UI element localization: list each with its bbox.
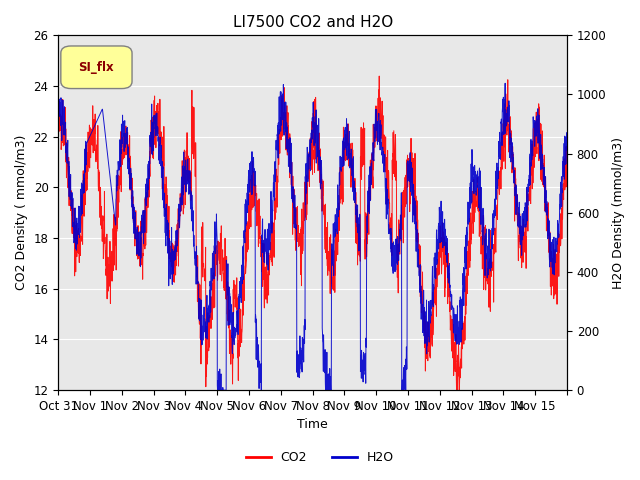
- Title: LI7500 CO2 and H2O: LI7500 CO2 and H2O: [232, 15, 393, 30]
- Legend: CO2, H2O: CO2, H2O: [241, 446, 399, 469]
- FancyBboxPatch shape: [61, 46, 132, 88]
- Y-axis label: H2O Density (mmol/m3): H2O Density (mmol/m3): [612, 137, 625, 289]
- Text: SI_flx: SI_flx: [79, 61, 115, 74]
- Y-axis label: CO2 Density ( mmol/m3): CO2 Density ( mmol/m3): [15, 135, 28, 290]
- X-axis label: Time: Time: [297, 419, 328, 432]
